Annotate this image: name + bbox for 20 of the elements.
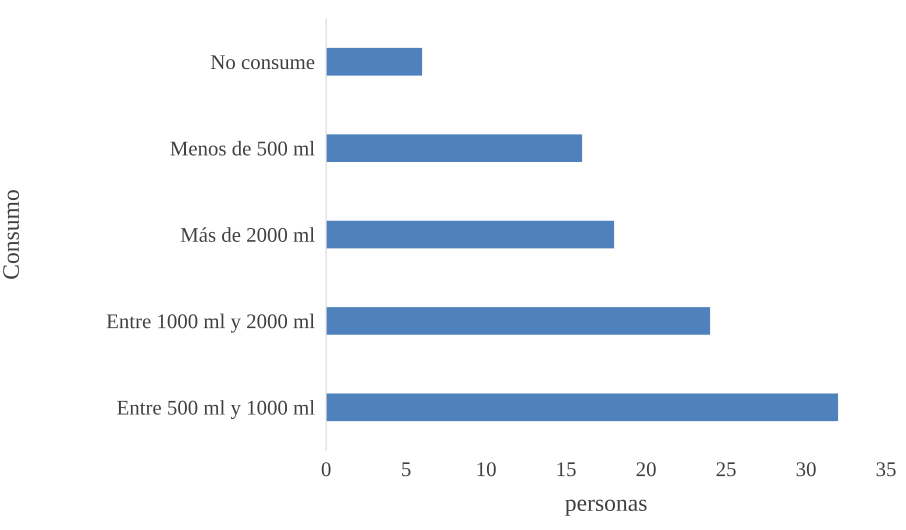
bar [326,307,710,335]
y-tick-label: Entre 500 ml y 1000 ml [117,400,315,420]
x-tick-label: 35 [876,462,896,476]
x-tick-label: 25 [716,462,736,476]
x-tick-label: 5 [402,462,411,476]
bar [326,393,838,422]
x-tick-label: 10 [478,462,496,476]
x-tick-label: 30 [796,462,816,476]
y-tick-label: Más de 2000 ml [180,227,315,242]
x-tick-label: 15 [558,462,576,476]
y-axis-title: Consumo [3,190,20,279]
x-axis-title: personas [565,500,647,516]
y-tick-label: Entre 1000 ml y 2000 ml [106,314,315,333]
bar [326,134,582,162]
y-tick-label: No consume [210,55,314,70]
x-tick-label: 20 [636,462,656,476]
bar [326,48,422,76]
bar [326,220,614,248]
y-tick-label: Menos de 500 ml [170,140,315,156]
x-tick-label: 0 [322,462,331,476]
